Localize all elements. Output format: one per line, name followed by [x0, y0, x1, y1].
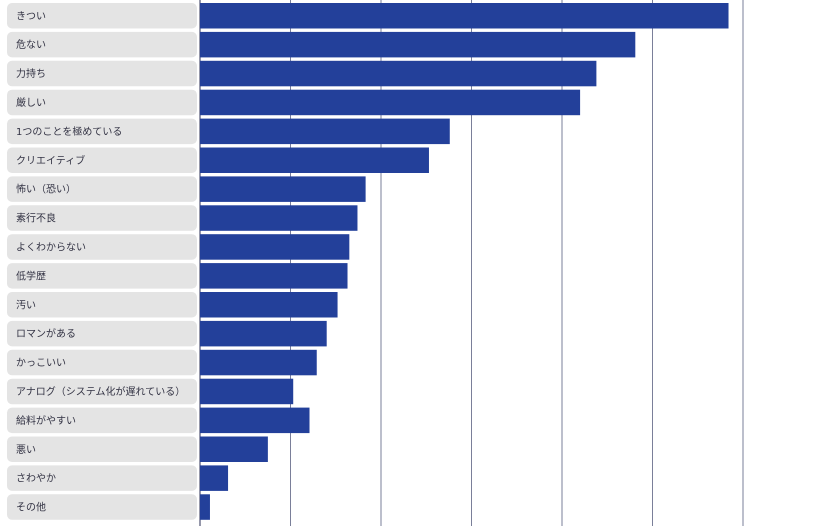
category-label-bg: [7, 292, 197, 318]
category-label-bg: [7, 89, 197, 116]
category-label: その他: [16, 501, 46, 514]
bar: [200, 407, 310, 434]
category-label: 怖い（恐い）: [16, 183, 76, 196]
category-label: さわやか: [16, 473, 56, 485]
category-label-bg: [7, 436, 197, 462]
bar: [200, 320, 327, 347]
category-label: クリエイティブ: [16, 154, 85, 167]
category-label-bg: [7, 118, 197, 145]
category-label: 素行不良: [16, 212, 56, 225]
bar: [200, 494, 210, 520]
category-label-bg: [7, 263, 197, 289]
category-label-bg: [7, 205, 197, 231]
category-label: 力持ち: [16, 67, 46, 80]
bar: [200, 205, 358, 231]
bar: [200, 436, 268, 462]
category-label: きつい: [16, 10, 46, 22]
bars: [200, 3, 729, 520]
bar: [200, 60, 597, 87]
bar: [200, 118, 450, 145]
category-label: かっこいい: [16, 357, 66, 369]
category-label-bg: [7, 3, 197, 29]
bar: [200, 3, 729, 29]
bar: [200, 263, 348, 289]
gridlines: [199, 0, 744, 526]
category-label-bg: [7, 147, 197, 173]
category-label: 危ない: [16, 39, 46, 51]
category-label-bg: [7, 31, 197, 58]
bar: [200, 292, 338, 318]
bar: [200, 465, 229, 491]
category-label-bg: [7, 60, 197, 87]
category-label: 悪い: [16, 444, 36, 456]
bar: [200, 378, 294, 405]
bar: [200, 147, 429, 173]
category-label: 給料がやすい: [16, 414, 76, 427]
bar: [200, 234, 350, 260]
category-label-bg: [7, 234, 197, 260]
category-label: 低学歴: [16, 269, 46, 282]
bar: [200, 349, 317, 376]
category-label: よくわからない: [16, 241, 86, 253]
category-label-bg: [7, 176, 197, 202]
category-label-bg: [7, 320, 197, 347]
category-label-bg: [7, 378, 197, 405]
category-label-bg: [7, 407, 197, 434]
bar: [200, 176, 366, 202]
category-label: 1つのことを極めている: [16, 125, 122, 138]
bar: [200, 31, 636, 58]
category-label-bg: [7, 349, 197, 376]
category-label-bg: [7, 494, 197, 520]
category-label: ロマンがある: [16, 327, 76, 340]
bar: [200, 89, 581, 116]
category-label: アナログ（システム化が遅れている）: [16, 385, 185, 398]
category-label: 汚い: [16, 298, 36, 311]
category-label: 厳しい: [16, 96, 46, 109]
category-label-bg: [7, 465, 197, 491]
